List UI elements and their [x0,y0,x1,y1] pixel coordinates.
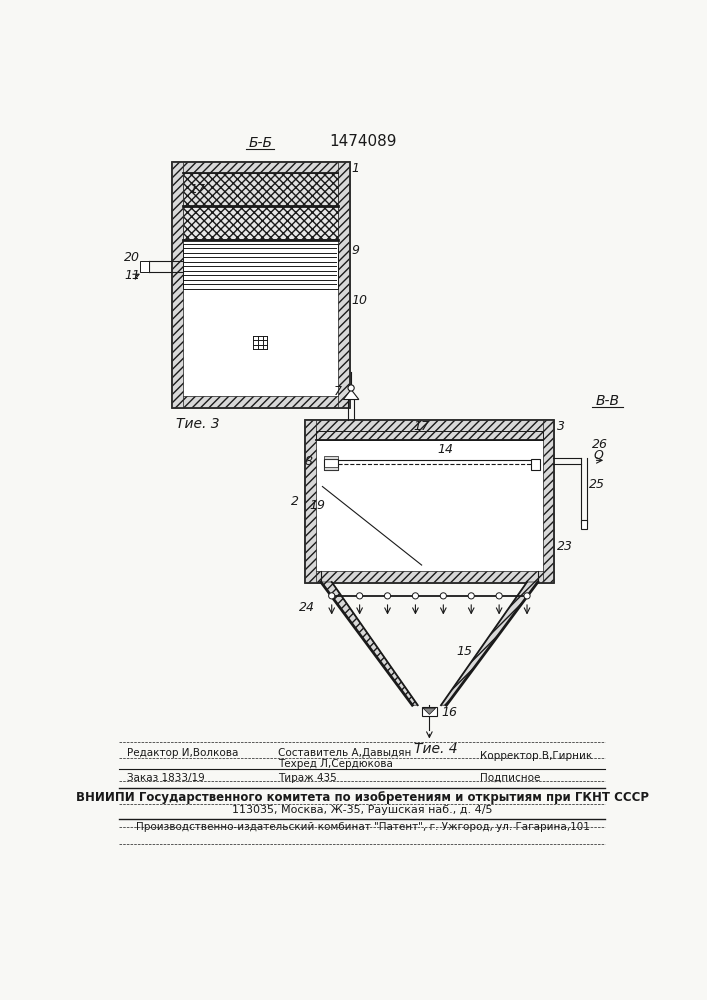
Text: Τие. 3: Τие. 3 [176,417,220,431]
Bar [421,707,437,716]
Bar [324,456,338,459]
Bar [183,206,338,239]
Text: 1: 1 [352,162,360,175]
Bar [183,244,338,289]
Text: 10: 10 [352,294,368,307]
Polygon shape [441,582,538,705]
Text: 17: 17 [189,183,205,196]
Bar [172,162,349,407]
Text: 23: 23 [557,540,573,553]
Bar [531,459,540,470]
Text: 26: 26 [592,438,608,451]
Polygon shape [344,389,359,400]
Bar [580,520,587,529]
Bar [305,420,316,582]
Text: Заказ 1833/19: Заказ 1833/19 [127,773,205,783]
Text: О: О [594,449,604,462]
Circle shape [496,593,502,599]
Text: Подписное: Подписное [480,773,540,783]
Text: Производственно-издательский комбинат "Патент", г. Ужгород, ул. Гагарина,101: Производственно-издательский комбинат "П… [136,822,590,832]
Bar [305,571,554,582]
Text: 24: 24 [299,601,315,614]
Text: 16: 16 [441,706,457,719]
Bar [324,459,338,470]
Polygon shape [423,708,436,714]
Text: 9: 9 [352,244,360,257]
Bar [316,431,542,440]
Text: Техред Л,Сердюкова: Техред Л,Сердюкова [279,759,393,769]
Bar [139,261,149,272]
Bar [305,420,554,582]
Circle shape [348,385,354,391]
Text: Редактор И,Волкова: Редактор И,Волкова [127,748,238,758]
Text: 11: 11 [124,269,140,282]
Text: 1474089: 1474089 [329,134,397,149]
Text: 14: 14 [437,443,453,456]
Text: 7: 7 [334,385,342,398]
Text: Корректор В,Гирник: Корректор В,Гирник [480,751,592,761]
Text: 20: 20 [124,251,140,264]
Text: Составитель А,Давыдян: Составитель А,Давыдян [279,748,411,758]
Circle shape [468,593,474,599]
Text: 2: 2 [291,495,300,508]
Text: 113035, Москва, Ж-35, Раушская наб., д. 4/5: 113035, Москва, Ж-35, Раушская наб., д. … [233,805,493,815]
Polygon shape [321,582,418,705]
Text: 8: 8 [304,455,312,468]
Bar [172,162,349,173]
Circle shape [385,593,391,599]
Text: ВНИИПИ Государственного комитета по изобретениям и открытиям при ГКНТ СССР: ВНИИПИ Государственного комитета по изоб… [76,791,649,804]
Circle shape [412,593,419,599]
Bar [338,162,349,407]
Bar [305,420,554,431]
Text: 19: 19 [309,499,325,512]
Bar [324,466,338,470]
Text: В-В: В-В [595,394,619,408]
Bar [172,162,183,407]
Bar [542,420,554,582]
Circle shape [524,593,530,599]
Text: 17: 17 [414,420,430,433]
Text: Б-Б: Б-Б [248,136,272,150]
Text: Τие. 4: Τие. 4 [414,742,457,756]
Bar [183,173,338,206]
Text: Тираж 435: Тираж 435 [279,773,337,783]
Bar [172,396,349,407]
Circle shape [329,593,335,599]
Circle shape [440,593,446,599]
Circle shape [356,593,363,599]
Text: 15: 15 [457,645,472,658]
Text: 3: 3 [556,420,564,433]
Text: 25: 25 [589,478,605,491]
